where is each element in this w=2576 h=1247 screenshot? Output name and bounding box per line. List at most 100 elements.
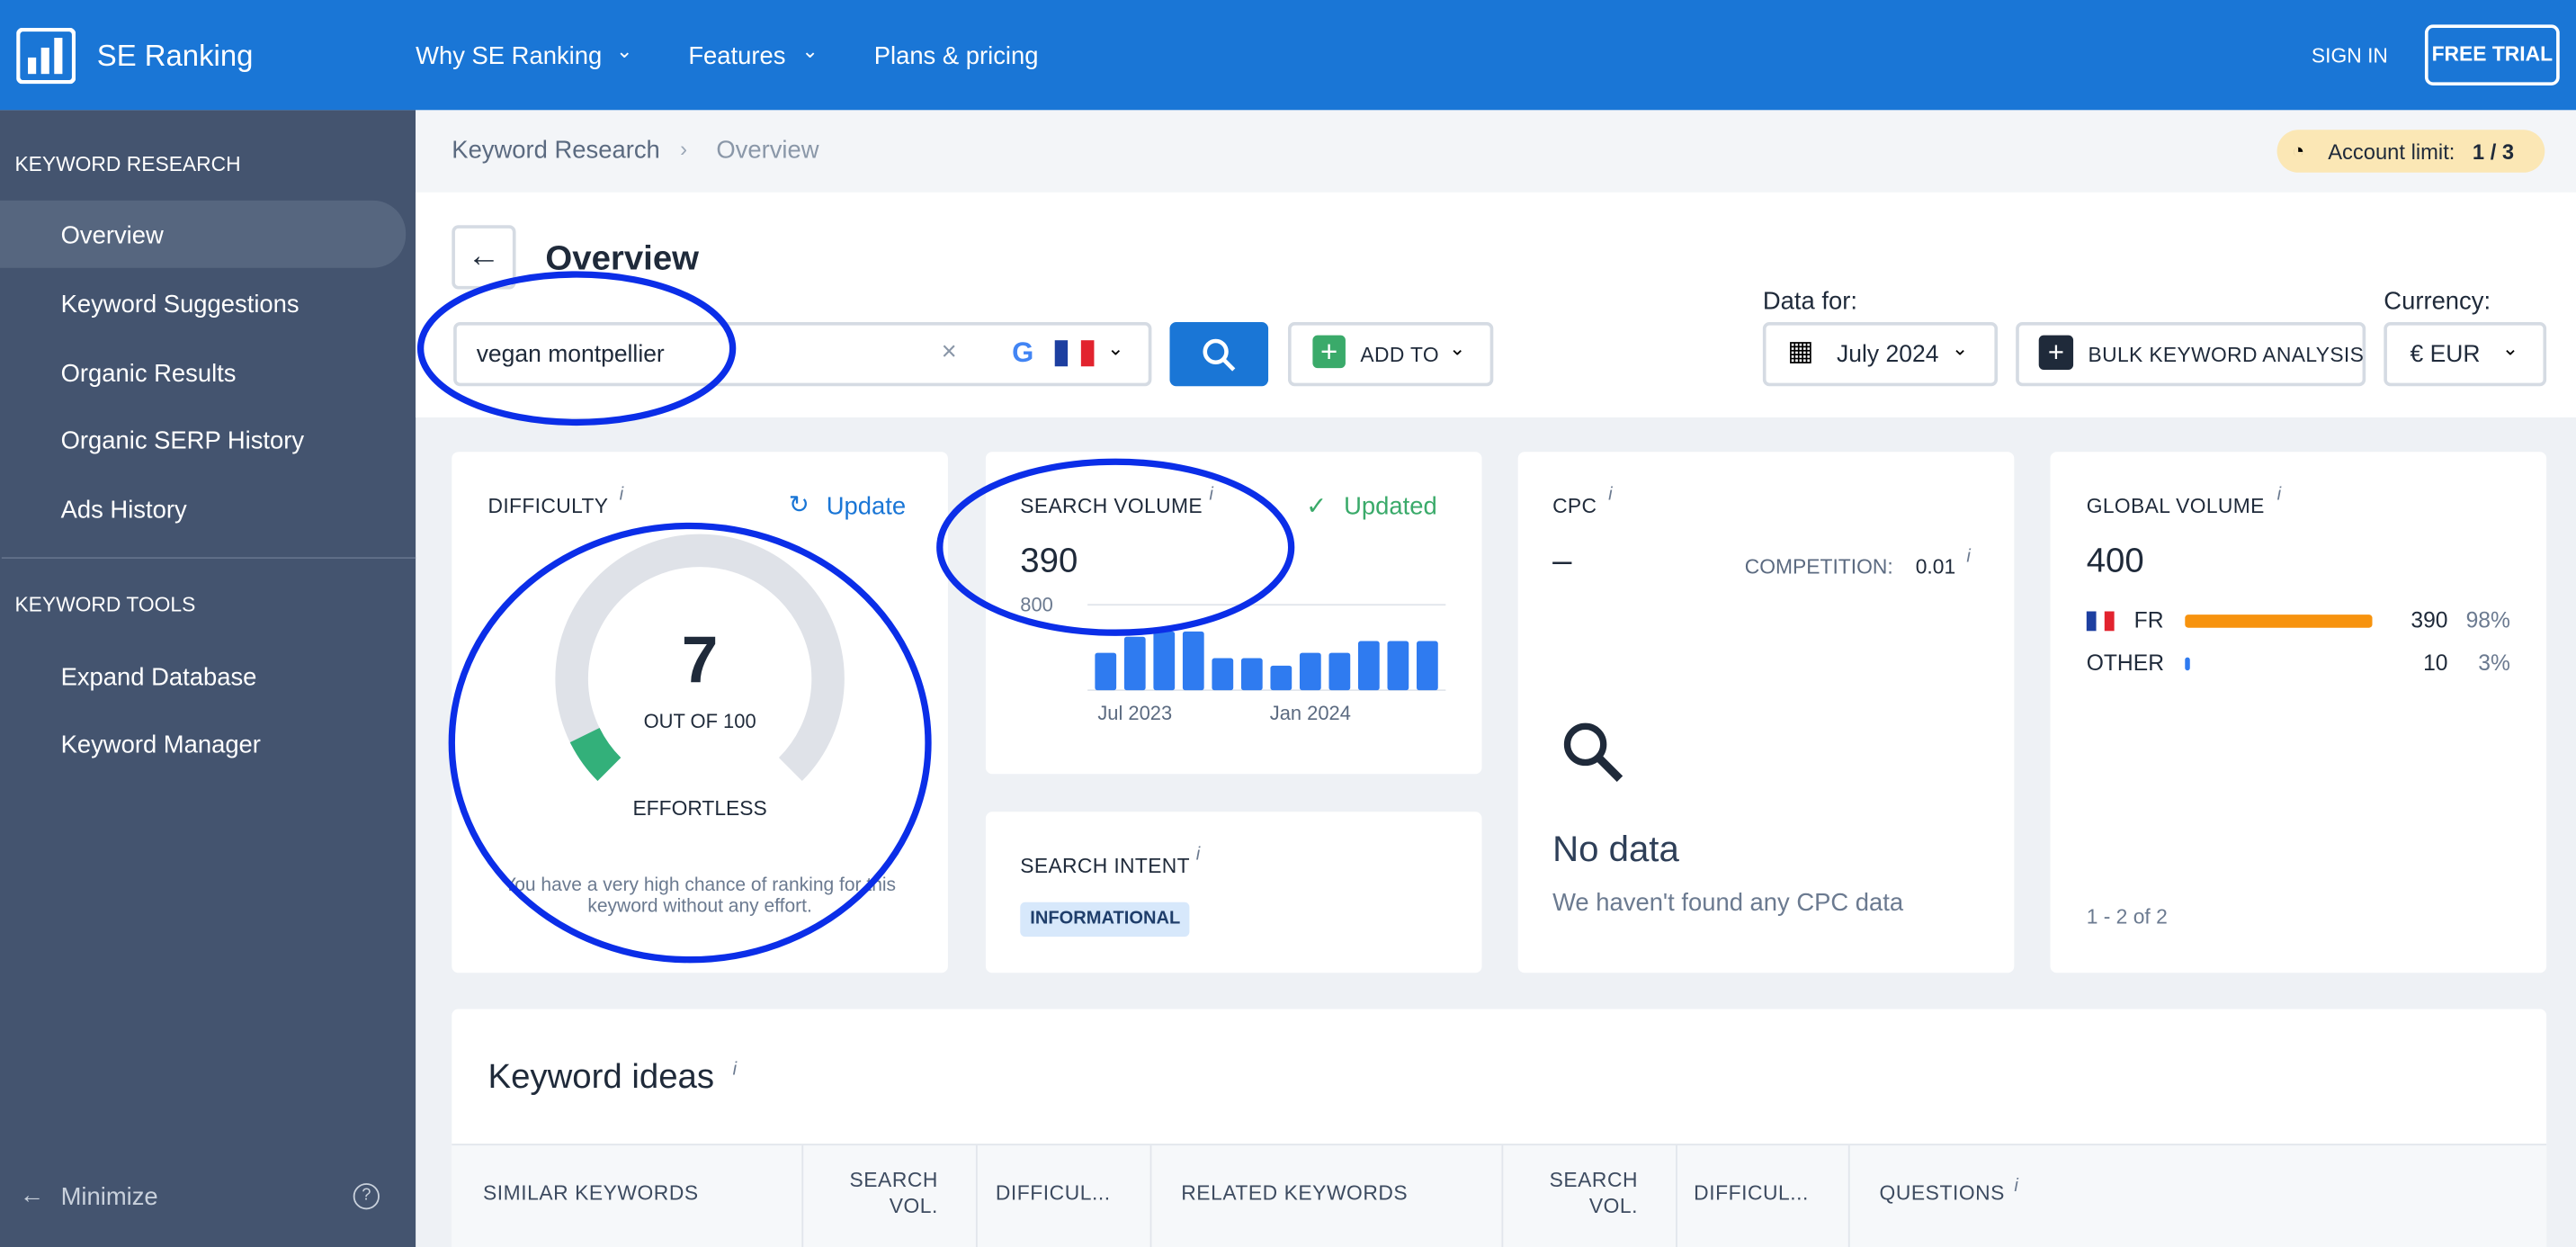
difficulty-level: EFFORTLESS: [632, 796, 767, 821]
bar: [1153, 631, 1176, 691]
bar: [1095, 652, 1117, 691]
card-title: SEARCH VOLUME: [1020, 494, 1203, 518]
no-data-icon: [1563, 722, 1623, 783]
menu-item[interactable]: Organic Results: [60, 360, 237, 389]
global-volume-card: [2050, 452, 2547, 973]
account-limit-label: Account limit:: [2328, 139, 2455, 165]
flag-fr: [1054, 340, 1095, 367]
x-tick-label: Jan 2024: [1270, 702, 1351, 724]
calendar-icon: ▦: [1787, 335, 1814, 367]
search-intent-card: [985, 812, 1482, 973]
divider: [1, 557, 416, 560]
nav-item[interactable]: Plans & pricing: [873, 42, 1039, 71]
bar: [1123, 636, 1146, 691]
minimize-icon: ←: [19, 1181, 45, 1210]
date-value: July 2024: [1837, 341, 1939, 369]
column-header: DIFFICUL...: [995, 1181, 1111, 1205]
column-header: RELATED KEYWORDS: [1181, 1181, 1409, 1205]
chevron: ⌄: [1448, 336, 1466, 361]
bar: [1299, 652, 1321, 691]
bar: [1357, 641, 1380, 691]
page-title: Overview: [545, 239, 700, 278]
bulk-button[interactable]: [2016, 321, 2366, 387]
breadcrumb: Overview: [716, 136, 819, 165]
breadcrumb-bar: [416, 110, 2576, 193]
separator: ›: [680, 136, 688, 161]
country: OTHER: [2086, 650, 2164, 676]
card-title: GLOBAL VOLUME: [2086, 494, 2265, 518]
search-query[interactable]: vegan montpellier: [476, 341, 665, 369]
menu-item[interactable]: Organic SERP History: [60, 426, 305, 455]
info: i: [2276, 484, 2282, 505]
clear[interactable]: ×: [941, 338, 957, 367]
chevron: ⌄: [801, 39, 818, 63]
updated: Updated: [1344, 492, 1437, 522]
chevron: ⌄: [2501, 336, 2519, 361]
date-picker[interactable]: [1762, 321, 1999, 387]
share-bar: [2185, 615, 2372, 628]
back-button[interactable]: ←: [452, 225, 516, 290]
column-header: DIFFICUL...: [1694, 1181, 1809, 1205]
chevron: ⌄: [615, 39, 633, 63]
intent-badge: INFORMATIONAL: [1020, 902, 1191, 937]
chevron: ⌄: [1951, 336, 1969, 361]
top-bar: [0, 0, 2576, 111]
difficulty-max: OUT OF 100: [643, 710, 756, 733]
bar: [1240, 658, 1263, 691]
bar: [1270, 665, 1292, 691]
table-header: [452, 1144, 2547, 1247]
menu-item[interactable]: Ads History: [60, 496, 187, 525]
x-tick-label: Jul 2023: [1097, 702, 1172, 724]
nav-item[interactable]: Features: [688, 42, 786, 71]
difficulty-value: 7: [681, 624, 719, 697]
gauge-icon: ◔: [2292, 138, 2305, 163]
menu-item[interactable]: Keyword Manager: [60, 731, 261, 759]
sign-in[interactable]: SIGN IN: [2311, 44, 2388, 67]
card-title: CPC: [1552, 494, 1597, 518]
cpc-card: [1517, 452, 2015, 973]
menu-item[interactable]: Expand Database: [60, 663, 257, 692]
chevron: ⌄: [1107, 336, 1124, 361]
info: i: [1195, 844, 1201, 865]
info: i: [1608, 484, 1613, 505]
free-trial[interactable]: FREE TRIAL: [2424, 24, 2560, 85]
gauge-value: [569, 727, 622, 782]
search-icon: [1203, 338, 1236, 372]
column-divider: [1676, 1145, 1677, 1247]
y-tick-label: 800: [1020, 593, 1053, 615]
add-icon: +: [1312, 335, 1346, 369]
bar: [1417, 641, 1438, 691]
column-header: SEARCH VOL.: [849, 1168, 938, 1218]
column-header: SEARCH VOL.: [1549, 1168, 1639, 1218]
data-for-label: Data for:: [1762, 287, 1857, 316]
column-header: SIMILAR KEYWORDS: [482, 1181, 699, 1205]
bulk: BULK KEYWORD ANALYSIS: [2088, 343, 2365, 367]
check-icon: ✓: [1306, 492, 1328, 522]
country: FR: [2133, 607, 2164, 633]
bar: [1387, 641, 1409, 691]
minimize[interactable]: Minimize: [60, 1183, 158, 1212]
menu-item[interactable]: Keyword Suggestions: [60, 291, 300, 319]
update[interactable]: Update: [826, 492, 907, 522]
info: i: [732, 1060, 738, 1081]
pagination: 1 - 2 of 2: [2086, 905, 2168, 929]
account-limit: [2276, 130, 2545, 173]
bulk-icon: +: [2038, 335, 2074, 370]
bar: [1212, 658, 1234, 691]
cpc-value: –: [1552, 542, 1572, 580]
breadcrumb[interactable]: Keyword Research: [452, 136, 660, 165]
column-divider: [1501, 1145, 1504, 1247]
competition-label: COMPETITION:: [1744, 555, 1893, 579]
search-button[interactable]: [1169, 321, 1269, 387]
menu-item[interactable]: Overview: [60, 221, 164, 250]
share: 98%: [2465, 607, 2510, 633]
help-icon[interactable]: ?: [353, 1183, 380, 1210]
nav-item[interactable]: Why SE Ranking: [416, 42, 603, 71]
competition-value: 0.01: [1915, 555, 1956, 579]
active-item-bg: [0, 200, 407, 268]
info: i: [1209, 484, 1213, 505]
section-title: KEYWORD RESEARCH: [14, 152, 241, 176]
difficulty-note: You have a very high chance of ranking f…: [504, 875, 897, 918]
column-divider: [1847, 1145, 1850, 1247]
currency-select[interactable]: [2384, 321, 2547, 387]
